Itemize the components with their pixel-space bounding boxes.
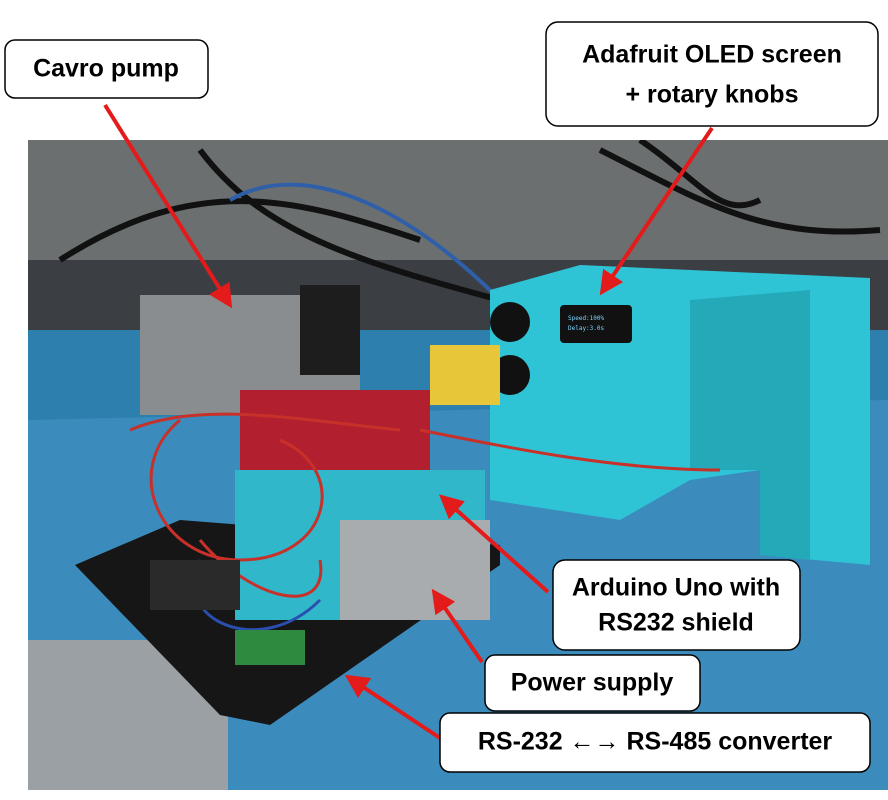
callout-label: Cavro pump xyxy=(33,55,179,83)
arrow xyxy=(431,588,484,664)
arrow xyxy=(103,103,233,309)
callout-box xyxy=(552,559,801,651)
oled-text: Speed:100% xyxy=(568,315,605,322)
callout-box xyxy=(545,21,879,127)
arrow xyxy=(344,674,442,740)
callout-label: RS232 shield xyxy=(598,609,754,637)
callout-label: Arduino Uno with xyxy=(572,574,780,602)
callout-box xyxy=(4,39,209,99)
callout-box xyxy=(439,712,871,773)
callout-label: Power supply xyxy=(511,669,674,697)
callout-label: + rotary knobs xyxy=(626,81,799,109)
oled-text: Delay:3.0s xyxy=(568,325,605,332)
callout-label: Adafruit OLED screen xyxy=(582,41,842,69)
photo: Speed:100% Delay:3.0s xyxy=(28,140,888,790)
callout-box xyxy=(484,654,701,712)
callout-label: RS-232 ←→ RS-485 converter xyxy=(478,728,833,756)
arrow xyxy=(439,494,550,594)
arrow xyxy=(599,126,714,296)
